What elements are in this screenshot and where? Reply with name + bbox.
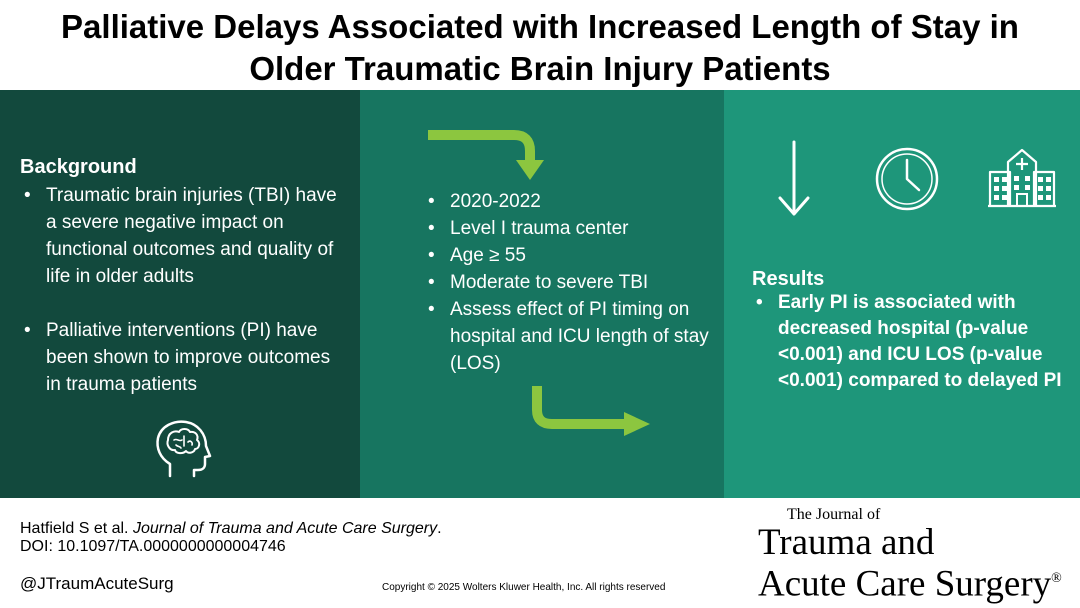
background-bullet-1: Traumatic brain injuries (TBI) have a se… [20, 182, 350, 290]
citation-end: . [437, 520, 442, 537]
head-brain-icon [156, 420, 212, 478]
citation: Hatfield S et al. Journal of Trauma and … [20, 520, 442, 538]
page-title: Palliative Delays Associated with Increa… [0, 6, 1080, 90]
citation-authors: Hatfield S et al. [20, 520, 133, 537]
results-panel: Results Early PI is associated with decr… [724, 90, 1080, 498]
journal-small-title: The Journal of [787, 506, 881, 523]
clock-icon [875, 147, 939, 211]
methods-list: 2020-2022 Level I trauma center Age ≥ 55… [424, 188, 714, 377]
journal-title-line-2-text: Acute Care Surgery [758, 563, 1052, 605]
copyright: Copyright © 2025 Wolters Kluwer Health, … [382, 582, 666, 593]
results-heading: Results [752, 268, 825, 290]
results-list: Early PI is associated with decreased ho… [752, 290, 1072, 394]
bent-arrow-down-icon [428, 130, 544, 180]
background-list: Traumatic brain injuries (TBI) have a se… [20, 182, 350, 398]
arrow-down-icon [778, 140, 810, 216]
hospital-icon [988, 148, 1056, 208]
methods-bullet-1: 2020-2022 [424, 188, 714, 215]
background-panel: Background Traumatic brain injuries (TBI… [0, 90, 360, 498]
twitter-handle: @JTraumAcuteSurg [20, 574, 174, 593]
results-bullet-1: Early PI is associated with decreased ho… [752, 290, 1072, 394]
background-heading: Background [20, 156, 137, 178]
background-bullet-2: Palliative interventions (PI) have been … [20, 317, 350, 398]
journal-title-line-2: Acute Care Surgery® [758, 560, 1062, 603]
methods-bullet-2: Level I trauma center [424, 215, 714, 242]
doi: DOI: 10.1097/TA.0000000000004746 [20, 538, 286, 555]
title-line-1: Palliative Delays Associated with Increa… [61, 8, 1019, 45]
methods-bullet-4: Moderate to severe TBI [424, 269, 714, 296]
citation-journal: Journal of Trauma and Acute Care Surgery [132, 520, 438, 537]
methods-bullet-3: Age ≥ 55 [424, 242, 714, 269]
journal-title-line-1: Trauma and [758, 522, 935, 563]
methods-bullet-5: Assess effect of PI timing on hospital a… [424, 296, 714, 377]
methods-panel: 2020-2022 Level I trauma center Age ≥ 55… [360, 90, 724, 498]
bent-arrow-right-icon [532, 386, 650, 436]
registered-mark: ® [1051, 571, 1062, 586]
title-line-2: Older Traumatic Brain Injury Patients [249, 50, 831, 87]
